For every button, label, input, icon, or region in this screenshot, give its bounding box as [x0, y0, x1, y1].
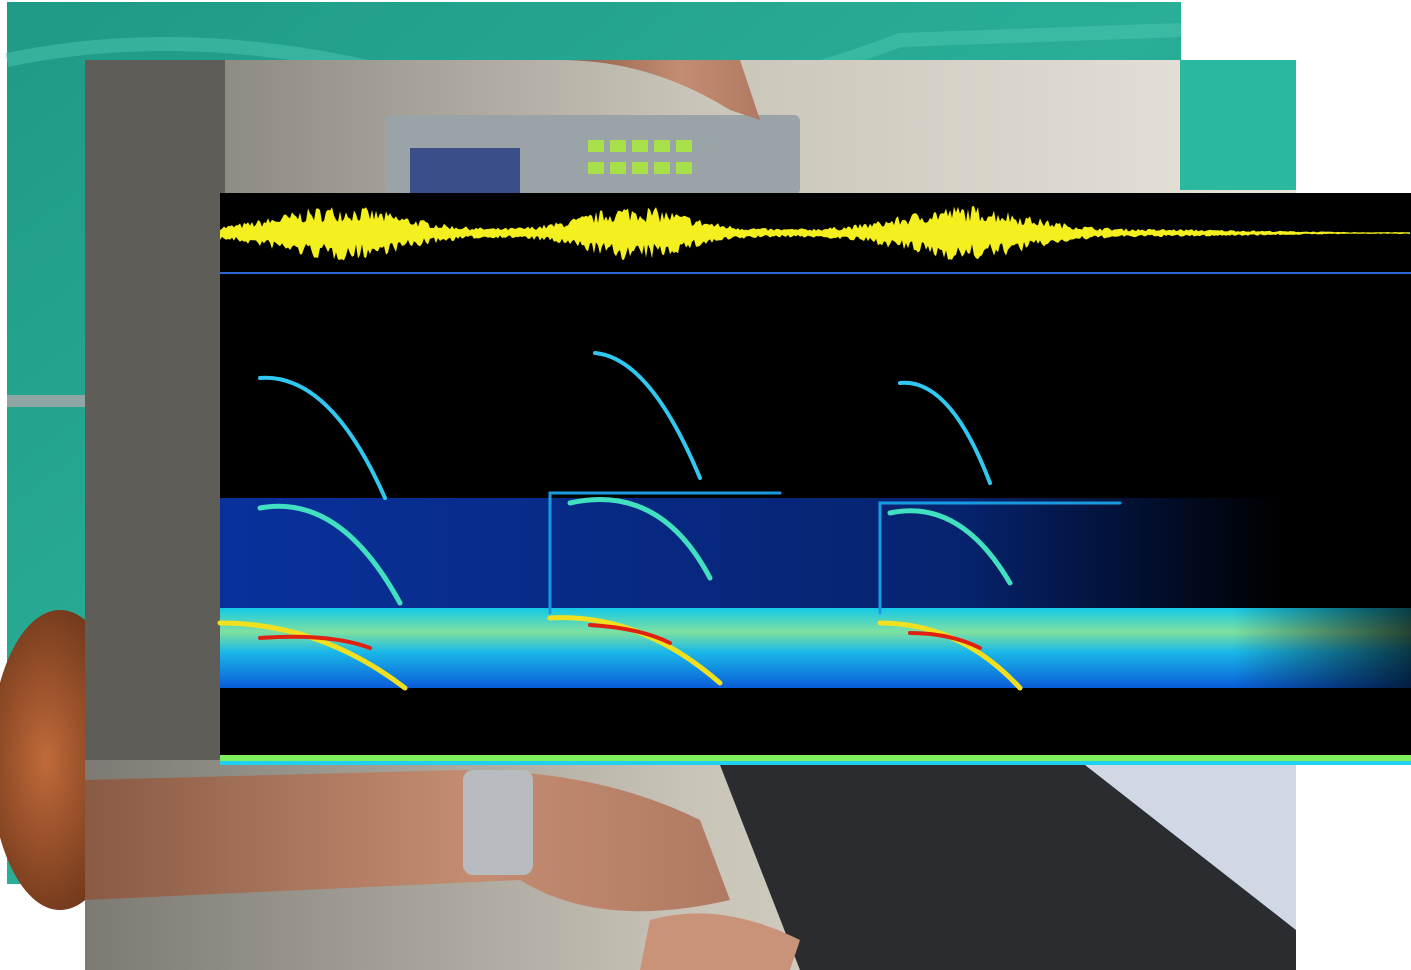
spectrogram [217, 193, 1411, 765]
mid-band [220, 498, 1280, 613]
bottom-line [220, 755, 1411, 761]
middle-photo-equipment [85, 60, 225, 760]
bottom-line-under [220, 761, 1411, 765]
middle-photo-net [1180, 60, 1296, 190]
waveform [220, 206, 1410, 261]
signal-generator-buttons [588, 140, 692, 174]
chirps [217, 351, 1122, 691]
middle-photo-arm [85, 770, 730, 912]
signal-generator-screen [410, 148, 520, 193]
low-band-fade [220, 608, 1411, 688]
back-photo-rail [7, 395, 87, 407]
wristwatch [463, 770, 533, 875]
middle-photo-hand [640, 913, 800, 970]
laptop-screen [1085, 765, 1296, 930]
middle-photo-arm-top [560, 60, 760, 120]
